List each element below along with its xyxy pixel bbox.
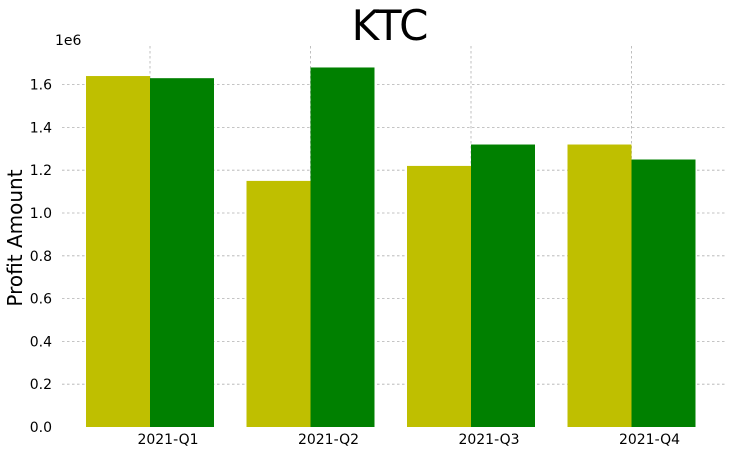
chart-title: KTC	[352, 1, 429, 50]
y-tick-label: 1.4	[30, 120, 52, 136]
x-tick-label: 2021-Q2	[298, 432, 359, 448]
y-tick-label: 1.6	[30, 78, 52, 94]
x-tick-label: 2021-Q3	[458, 432, 519, 448]
bar-series-2	[150, 78, 214, 428]
bar-series-1	[407, 165, 471, 428]
x-tick-label: 2021-Q1	[137, 432, 198, 448]
y-tick-label: 0.6	[30, 292, 52, 308]
x-tick-labels: 2021-Q1 2021-Q2 2021-Q3 2021-Q4	[137, 432, 680, 448]
bar-series-2	[631, 159, 696, 427]
bar-series-2	[471, 144, 535, 427]
bar-series-1	[86, 76, 150, 427]
y-tick-labels: 0.0 0.2 0.4 0.6 0.8 1.0 1.2 1.4 1.6	[30, 78, 52, 436]
y-tick-label: 1.0	[30, 206, 52, 222]
bars	[86, 67, 696, 428]
y-tick-label: 1.2	[30, 163, 52, 179]
bar-series-1	[246, 180, 311, 427]
y-tick-label: 0.0	[30, 420, 52, 436]
bar-series-1	[567, 144, 632, 427]
y-tick-label: 0.2	[30, 377, 52, 393]
y-scale-label: 1e6	[55, 33, 82, 49]
y-tick-label: 0.8	[30, 249, 52, 265]
y-axis-label: Profit Amount	[3, 169, 27, 306]
x-tick-label: 2021-Q4	[619, 432, 680, 448]
y-tick-label: 0.4	[30, 334, 52, 350]
bar-series-2	[310, 67, 375, 427]
